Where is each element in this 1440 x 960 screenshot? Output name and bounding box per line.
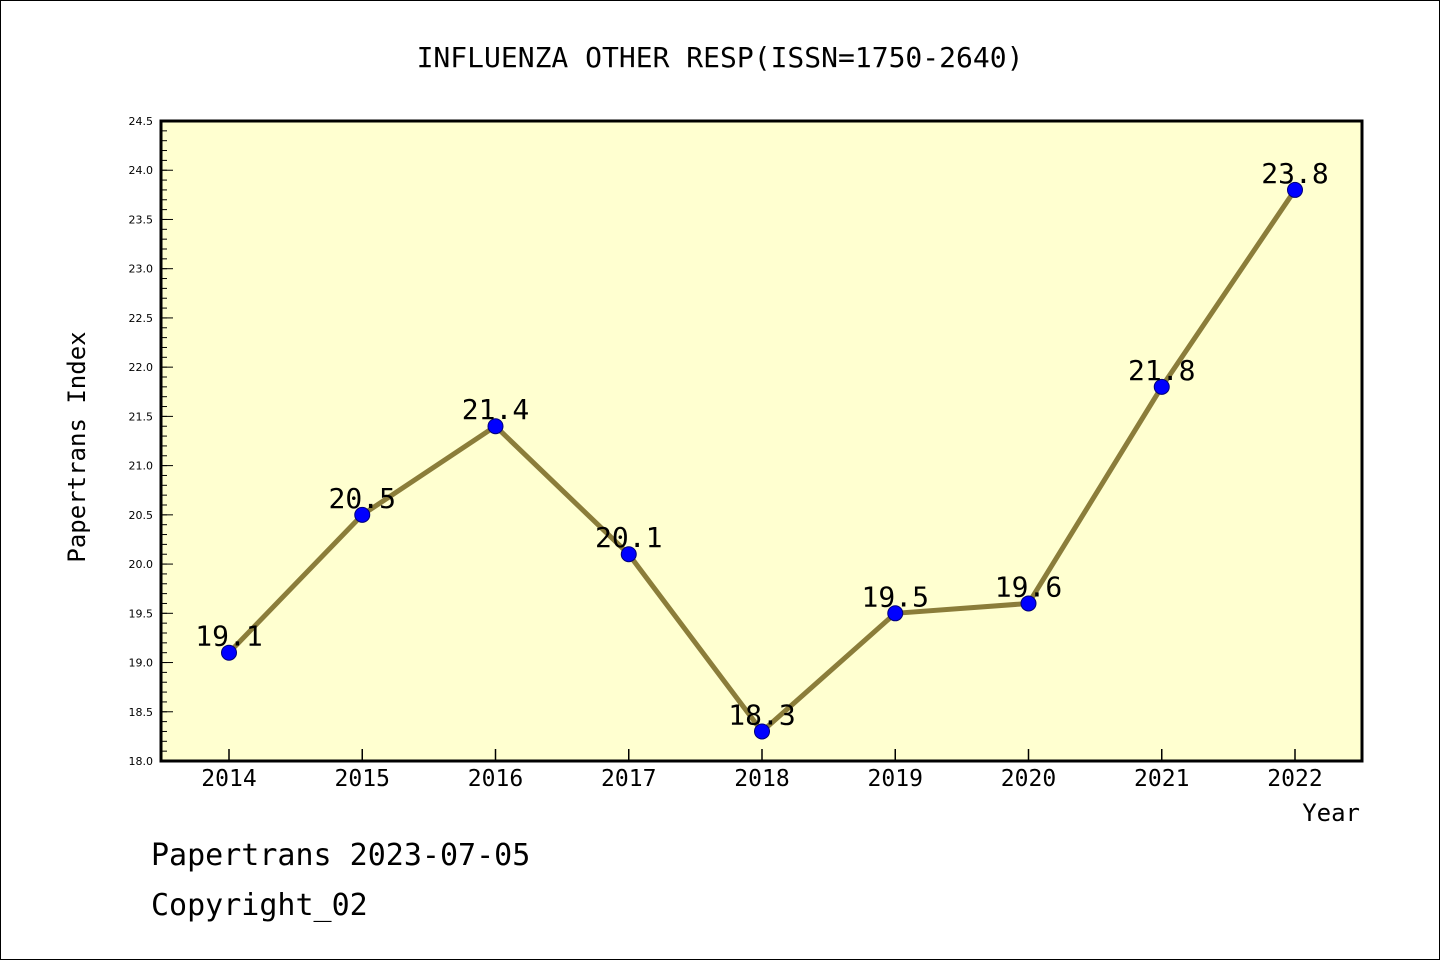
y-tick-label: 23.5	[129, 213, 154, 226]
x-tick-label: 2015	[335, 766, 390, 792]
data-point	[620, 546, 637, 563]
data-point	[487, 418, 504, 435]
data-point	[1153, 378, 1170, 395]
data-label: 23.8	[1261, 157, 1328, 190]
y-tick-label: 18.5	[129, 706, 154, 719]
x-tick-label: 2019	[868, 766, 923, 792]
data-point	[1020, 595, 1037, 612]
y-tick-label: 22.5	[129, 312, 154, 325]
y-tick-label: 19.0	[129, 657, 154, 670]
plot-area	[161, 121, 1362, 761]
data-label: 21.4	[462, 393, 529, 426]
y-tick-label: 24.0	[129, 164, 154, 177]
x-axis-label: Year	[1302, 799, 1360, 827]
x-tick-label: 2016	[468, 766, 523, 792]
data-point	[887, 605, 904, 622]
data-label: 21.8	[1128, 354, 1195, 387]
y-ticks: 18.0 18.5 19.0 19.5 20.0 20.5 21.0 21.5 22.0 22.5…	[129, 115, 173, 768]
data-point	[221, 644, 237, 661]
data-label: 20.1	[595, 521, 662, 554]
data-label: 19.1	[195, 620, 262, 653]
y-tick-label: 21.5	[129, 410, 154, 423]
y-tick-label: 22.0	[129, 361, 154, 374]
x-tick-label: 2020	[1001, 766, 1056, 792]
y-tick-label: 20.5	[129, 509, 154, 522]
data-label: 18.3	[728, 698, 795, 731]
y-tick-label: 23.0	[129, 263, 154, 276]
y-tick-label: 19.5	[129, 607, 154, 620]
y-tick-label: 24.5	[129, 115, 154, 128]
footer-copyright: Copyright_02	[151, 888, 368, 923]
x-tick-label: 2014	[201, 766, 256, 792]
x-tick-label: 2022	[1267, 766, 1322, 792]
data-point	[1287, 181, 1303, 198]
x-tick-label: 2021	[1134, 766, 1189, 792]
y-tick-label: 20.0	[129, 558, 154, 571]
plot-frame	[159, 119, 1364, 763]
data-label: 19.6	[995, 570, 1062, 603]
chart-title: INFLUENZA OTHER RESP(ISSN=1750-2640)	[417, 41, 1024, 74]
x-tick-label: 2018	[734, 766, 789, 792]
y-tick-label: 21.0	[129, 460, 154, 473]
marker-group	[221, 181, 1303, 740]
y-tick-label: 18.0	[129, 755, 154, 768]
footer-date: Papertrans 2023-07-05	[151, 838, 530, 873]
data-label: 19.5	[862, 580, 929, 613]
data-point	[354, 506, 371, 523]
data-label-group: 19.1 20.5 21.4 20.1 18.3 19.5 19.6 21.8 23.8	[195, 157, 1328, 732]
data-label: 20.5	[329, 482, 396, 515]
x-tick-label: 2017	[601, 766, 656, 792]
data-point	[754, 723, 770, 740]
x-ticks: 2014 2015 2016 2017 2018 2019 2020 2021 2022	[201, 749, 1323, 792]
y-axis-label: Papertrans Index	[63, 331, 91, 562]
